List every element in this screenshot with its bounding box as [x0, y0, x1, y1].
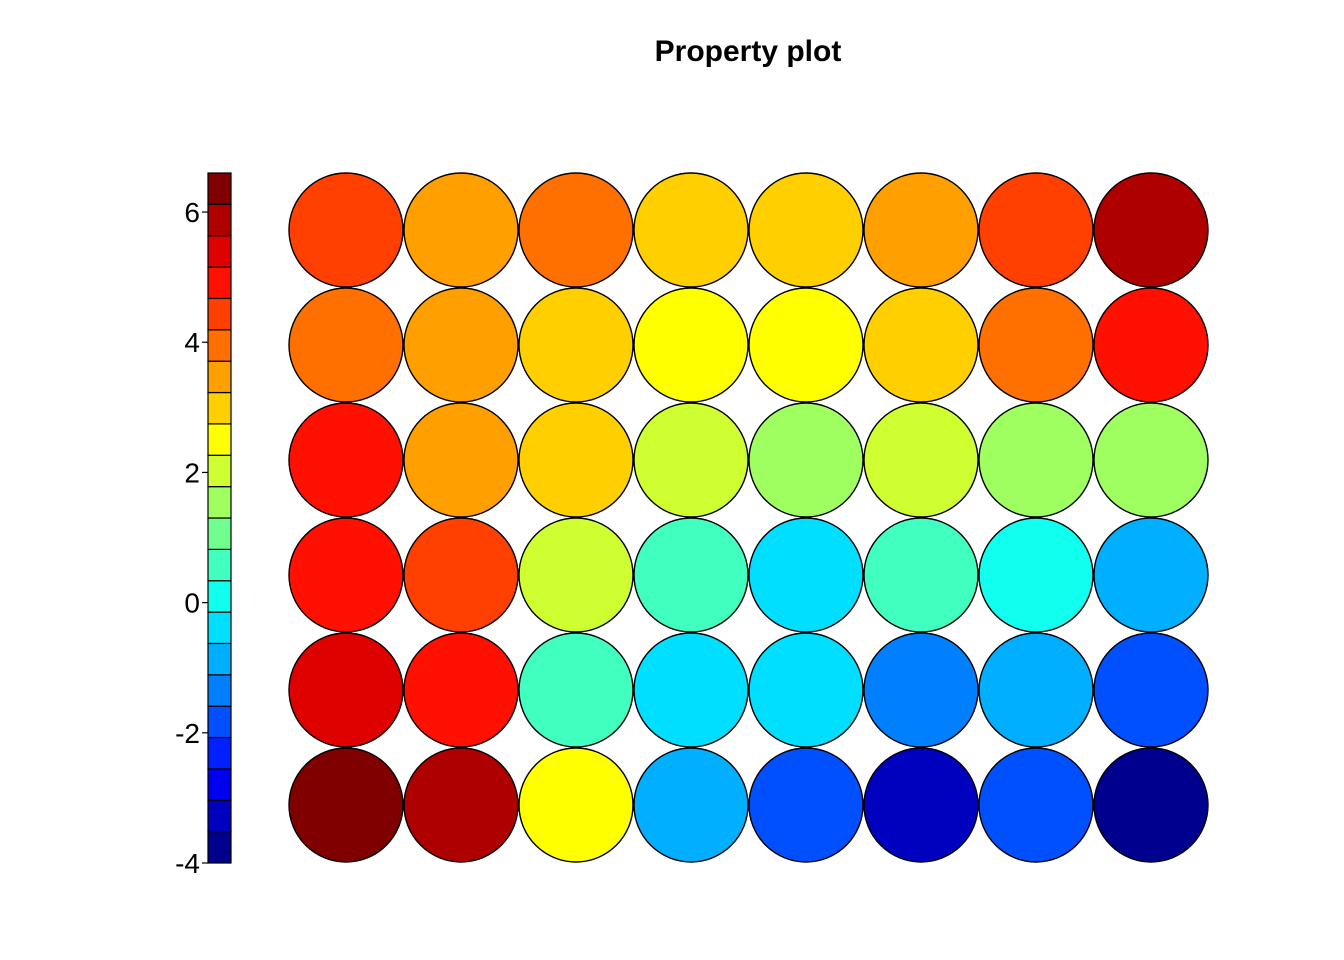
data-circle: [863, 172, 979, 288]
data-circle: [863, 287, 979, 403]
colorbar-segment: [207, 548, 232, 582]
data-circle: [1093, 287, 1209, 403]
data-circle: [288, 517, 404, 633]
colorbar-tick-label: -4: [175, 848, 200, 879]
data-circle: [863, 517, 979, 633]
colorbar-segment: [207, 611, 232, 645]
data-circle: [518, 747, 634, 863]
data-circle: [288, 287, 404, 403]
colorbar-segment: [207, 297, 232, 331]
data-circle: [633, 632, 749, 748]
data-circle: [288, 747, 404, 863]
data-circle: [288, 402, 404, 518]
colorbar-segment: [207, 674, 232, 707]
data-circle: [518, 517, 634, 633]
data-circle: [978, 747, 1094, 863]
colorbar-segment: [207, 799, 232, 833]
data-circle: [518, 632, 634, 748]
data-circle: [403, 172, 519, 288]
colorbar-segment: [207, 391, 232, 425]
data-circle: [288, 632, 404, 748]
data-circle: [518, 402, 634, 518]
colorbar-segment: [207, 454, 232, 488]
data-circle: [518, 172, 634, 288]
colorbar-segment: [207, 423, 232, 456]
data-circle: [978, 402, 1094, 518]
data-circle: [748, 287, 864, 403]
data-circle: [1093, 402, 1209, 518]
data-circle: [748, 632, 864, 748]
colorbar-tick-label: 4: [184, 327, 200, 358]
data-circle: [1093, 517, 1209, 633]
data-circle: [1093, 632, 1209, 748]
data-circle: [748, 172, 864, 288]
data-circle: [978, 632, 1094, 748]
data-circle: [863, 402, 979, 518]
data-circle: [633, 172, 749, 288]
colorbar-segment: [207, 768, 232, 801]
colorbar-segment: [207, 360, 232, 394]
data-circle: [863, 632, 979, 748]
colorbar-segment: [207, 705, 232, 739]
colorbar-segment: [207, 203, 232, 237]
data-circle: [863, 747, 979, 863]
colorbar-tick-label: 0: [184, 588, 200, 619]
data-circle: [1093, 747, 1209, 863]
data-circle: [633, 402, 749, 518]
colorbar-segment: [207, 831, 232, 864]
colorbar-segment: [207, 266, 232, 300]
colorbar-tick-label: -2: [175, 718, 200, 749]
colorbar-segment: [207, 580, 232, 613]
colorbar: -4 -2 0 2 4 6: [175, 172, 232, 879]
colorbar-segment: [207, 329, 232, 362]
colorbar-tick-label: 2: [184, 457, 200, 488]
data-circle: [633, 747, 749, 863]
data-circle: [403, 747, 519, 863]
chart-title: Property plot: [655, 35, 842, 68]
colorbar-segment: [207, 736, 232, 770]
data-circle: [633, 287, 749, 403]
data-circle: [403, 632, 519, 748]
colorbar-segment: [207, 172, 232, 205]
data-circle: [748, 517, 864, 633]
colorbar-segment: [207, 486, 232, 519]
data-circle: [1093, 172, 1209, 288]
data-circle: [403, 402, 519, 518]
data-circle: [403, 287, 519, 403]
data-circle: [633, 517, 749, 633]
circle-grid: [288, 172, 1209, 863]
data-circle: [748, 402, 864, 518]
colorbar-segment: [207, 642, 232, 676]
data-circle: [518, 287, 634, 403]
colorbar-segment: [207, 517, 232, 550]
data-circle: [978, 287, 1094, 403]
data-circle: [978, 172, 1094, 288]
colorbar-tick-label: 6: [184, 197, 200, 228]
colorbar-segment: [207, 235, 232, 268]
data-circle: [978, 517, 1094, 633]
data-circle: [748, 747, 864, 863]
data-circle: [288, 172, 404, 288]
data-circle: [403, 517, 519, 633]
